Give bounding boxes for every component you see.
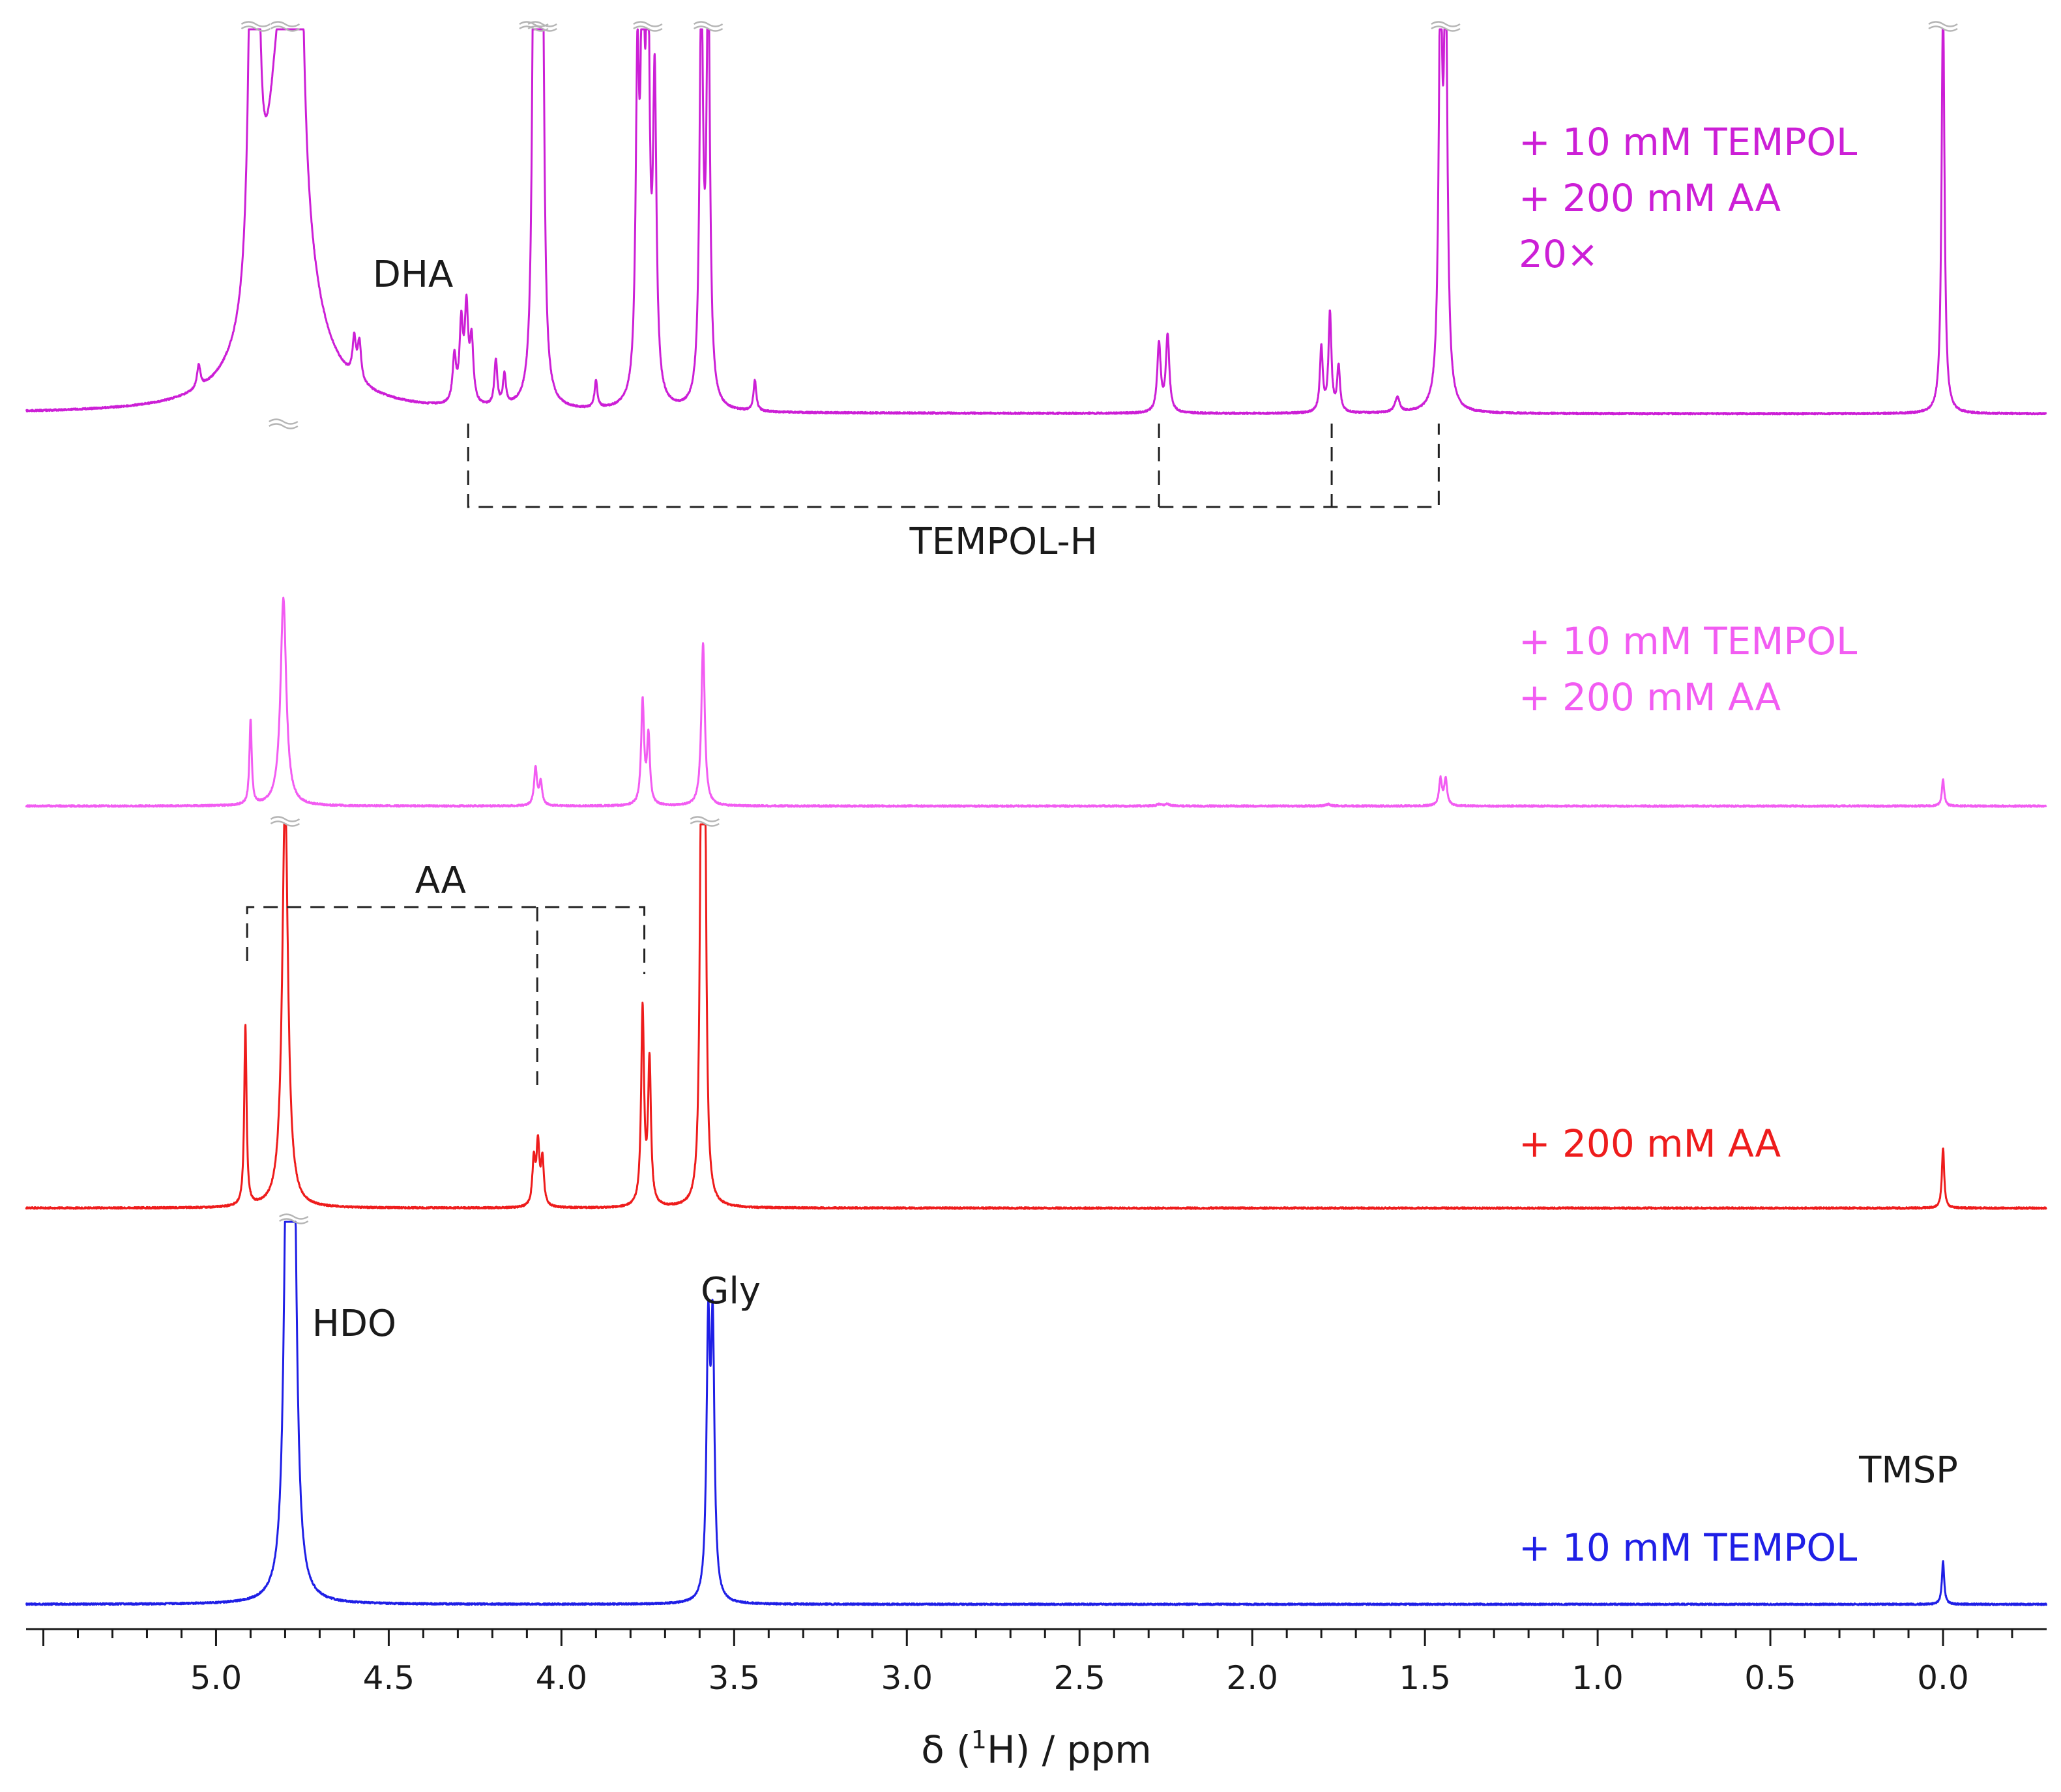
- x-tick-label: 4.0: [536, 1659, 588, 1697]
- x-tick-label: 2.0: [1226, 1659, 1278, 1697]
- truncation-mark: [1431, 21, 1461, 32]
- tempol-h-bracket: [467, 424, 1440, 508]
- legend-label: + 10 mM TEMPOL: [1519, 1525, 1857, 1570]
- x-tick-label: 3.0: [881, 1659, 933, 1697]
- peak-annotation-hdo: HDO: [312, 1303, 396, 1345]
- spectrum-line-2: [25, 823, 2047, 1210]
- legend-label: 20×: [1519, 232, 1598, 276]
- peak-annotation-tempol-h: TEMPOL-H: [909, 521, 1098, 563]
- spectrum-line-3: [25, 596, 2047, 808]
- peak-annotation-aa: AA: [415, 860, 466, 902]
- peak-annotations: DHA TEMPOL-H AA HDO Gly TMSP: [312, 253, 1958, 1492]
- x-axis-title-prefix: δ (: [921, 1727, 971, 1772]
- truncation-mark: [241, 21, 271, 32]
- x-axis: 5.0 4.5 4.0 3.5 3.0 2.5 2.0 1.5 1.0 0.5 0.0: [26, 1628, 2047, 1697]
- truncation-mark: [527, 21, 557, 32]
- x-tick-label: 5.0: [190, 1659, 242, 1697]
- truncation-mark: [270, 816, 300, 827]
- spectrum-line-1: [25, 1221, 2048, 1606]
- truncation-mark: [1928, 21, 1958, 32]
- truncation-mark: [279, 1213, 309, 1224]
- legend-label: + 10 mM TEMPOL: [1519, 619, 1857, 663]
- peak-annotation-tmsp: TMSP: [1858, 1449, 1958, 1492]
- legend-label: + 200 mM AA: [1519, 1121, 1781, 1166]
- x-axis-title-sup: 1: [971, 1726, 987, 1754]
- x-tick-label: 0.0: [1917, 1659, 1969, 1697]
- legend-label: + 200 mM AA: [1519, 675, 1781, 719]
- truncation-mark: [633, 21, 663, 32]
- peak-annotation-dha: DHA: [373, 253, 454, 296]
- legend-label: + 10 mM TEMPOL: [1519, 120, 1857, 164]
- x-tick-label: 1.0: [1571, 1659, 1624, 1697]
- truncation-mark: [270, 21, 300, 32]
- truncation-mark: [693, 21, 724, 32]
- x-tick-label: 2.5: [1053, 1659, 1105, 1697]
- truncation-mark: [690, 816, 720, 827]
- spectrum-line-4: [25, 28, 2047, 416]
- assignment-brackets: [246, 424, 1440, 1085]
- trace-legends: + 10 mM TEMPOL + 200 mM AA + 10 mM TEMPOL +…: [1519, 120, 1857, 1570]
- x-tick-label: 3.5: [709, 1659, 761, 1697]
- x-axis-title-suffix: H) / ppm: [987, 1727, 1152, 1772]
- x-tick-label: 1.5: [1399, 1659, 1451, 1697]
- x-axis-title: δ (1H) / ppm: [921, 1726, 1152, 1772]
- spectrum-traces: [25, 21, 2048, 1606]
- truncation-mark: [269, 418, 299, 429]
- peak-annotation-gly: Gly: [701, 1270, 761, 1312]
- aa-bracket: [246, 906, 646, 974]
- legend-label: + 200 mM AA: [1519, 176, 1781, 220]
- truncation-mark: [519, 21, 549, 32]
- x-tick-label: 4.5: [363, 1659, 415, 1697]
- x-tick-label: 0.5: [1744, 1659, 1796, 1697]
